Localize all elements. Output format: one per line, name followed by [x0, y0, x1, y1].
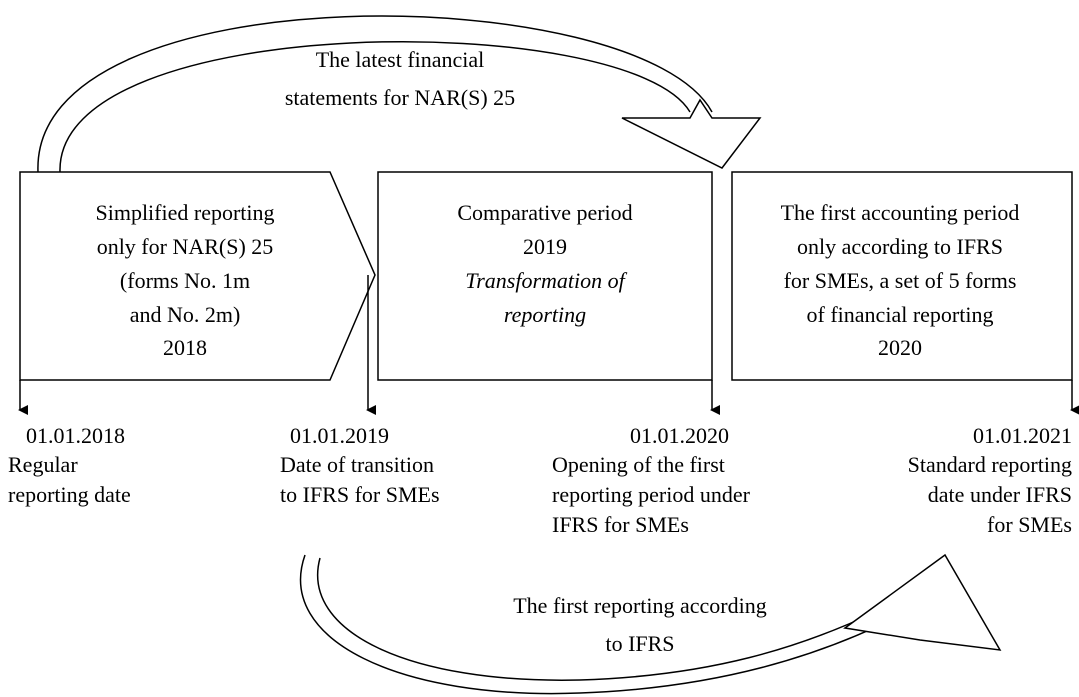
date-text: reporting date	[8, 482, 131, 507]
date: 01.01.2021	[973, 423, 1072, 448]
date-text: to IFRS for SMEs	[280, 482, 440, 507]
box-text: 2019	[523, 234, 567, 259]
date: 01.01.2019	[290, 423, 389, 448]
date-arrows	[18, 275, 1079, 415]
bottom-arrow-head	[843, 553, 1002, 651]
date-text: reporting period under	[552, 482, 751, 507]
box-text: reporting	[504, 302, 586, 327]
top-arrow-label: statements for NAR(S) 25	[285, 85, 515, 110]
top-arrow	[37, 15, 762, 173]
date-text: for SMEs	[987, 512, 1072, 537]
date-text: Standard reporting	[908, 452, 1072, 477]
box-text: 2018	[163, 335, 207, 360]
top-arrow-label: The latest financial	[316, 47, 485, 72]
box-text: only according to IFRS	[797, 234, 1003, 259]
box-text: Transformation of	[465, 268, 627, 293]
date: 01.01.2018	[26, 423, 125, 448]
date-text: Opening of the first	[552, 452, 725, 477]
box-text: The first accounting period	[781, 200, 1020, 225]
box	[377, 171, 713, 381]
date-text: Regular	[8, 452, 78, 477]
date-text: IFRS for SMEs	[552, 512, 689, 537]
bottom-arrow	[299, 554, 896, 695]
box-text: only for NAR(S) 25	[97, 234, 274, 259]
box-text: Simplified reporting	[95, 200, 274, 225]
date-text: Date of transition	[280, 452, 434, 477]
bottom-arrow-label: The first reporting according	[513, 593, 767, 618]
date-text: date under IFRS	[928, 482, 1072, 507]
box	[19, 171, 376, 381]
box-text: Comparative period	[457, 200, 632, 225]
box-text: (forms No. 1m	[120, 268, 250, 293]
box	[731, 171, 1073, 381]
date: 01.01.2020	[630, 423, 729, 448]
box-text: of financial reporting	[807, 302, 994, 327]
box-text: for SMEs, a set of 5 forms	[784, 268, 1017, 293]
box-text: 2020	[878, 335, 922, 360]
bottom-arrow-label: to IFRS	[605, 631, 674, 656]
box-text: and No. 2m)	[130, 302, 241, 327]
